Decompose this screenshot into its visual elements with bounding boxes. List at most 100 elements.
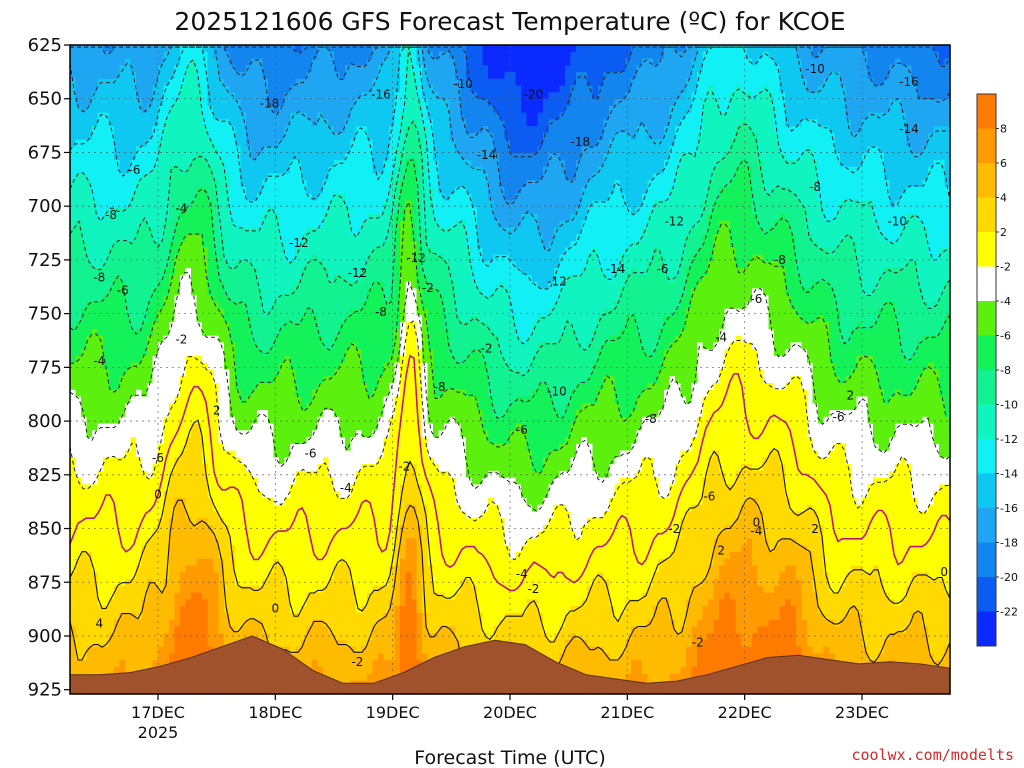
temperature-cell [241,606,247,613]
temperature-cell [274,370,280,377]
temperature-cell [274,153,280,160]
temperature-cell [257,464,263,471]
temperature-cell [252,363,258,370]
temperature-cell [70,667,76,674]
temperature-cell [147,552,153,559]
temperature-cell [334,180,340,187]
temperature-cell [329,430,335,437]
temperature-cell [114,261,120,268]
temperature-cell [268,119,274,126]
temperature-cell [180,126,186,133]
temperature-cell [285,282,291,289]
temperature-cell [125,194,131,201]
temperature-cell [76,52,82,59]
temperature-cell [312,397,318,404]
temperature-cell [312,79,318,86]
temperature-cell [103,626,109,633]
temperature-cell [70,309,76,316]
temperature-cell [252,160,258,167]
temperature-cell [263,559,269,566]
temperature-cell [186,234,192,241]
temperature-cell [186,79,192,86]
temperature-cell [279,214,285,221]
temperature-cell [109,72,115,79]
temperature-cell [301,545,307,552]
temperature-cell [301,180,307,187]
temperature-cell [230,349,236,356]
temperature-cell [345,336,351,343]
temperature-cell [208,620,214,627]
temperature-cell [235,200,241,207]
temperature-cell [334,539,340,546]
temperature-cell [169,342,175,349]
temperature-cell [285,180,291,187]
temperature-cell [334,457,340,464]
temperature-cell [312,200,318,207]
temperature-cell [252,451,258,458]
temperature-cell [136,539,142,546]
temperature-cell [109,302,115,309]
temperature-cell [98,126,104,133]
temperature-cell [202,140,208,147]
temperature-cell [120,647,126,654]
temperature-cell [290,329,296,336]
temperature-cell [92,444,98,451]
temperature-cell [351,505,357,512]
temperature-cell [109,268,115,275]
temperature-cell [213,363,219,370]
temperature-cell [98,106,104,113]
temperature-cell [296,451,302,458]
temperature-cell [312,302,318,309]
temperature-cell [285,397,291,404]
temperature-cell [274,194,280,201]
temperature-cell [76,457,82,464]
temperature-cell [186,593,192,600]
temperature-cell [169,410,175,417]
temperature-cell [235,444,241,451]
temperature-cell [340,464,346,471]
temperature-cell [87,194,93,201]
temperature-cell [246,221,252,228]
temperature-cell [246,593,252,600]
temperature-cell [136,268,142,275]
temperature-cell [92,532,98,539]
temperature-cell [263,451,269,458]
temperature-cell [235,65,241,72]
temperature-cell [175,647,181,654]
temperature-cell [296,572,302,579]
temperature-cell [202,491,208,498]
temperature-cell [142,613,148,620]
temperature-cell [307,572,313,579]
temperature-cell [103,505,109,512]
temperature-cell [318,397,324,404]
temperature-cell [323,200,329,207]
temperature-cell [340,261,346,268]
temperature-cell [81,444,87,451]
temperature-cell [263,329,269,336]
temperature-cell [131,599,137,606]
temperature-cell [191,451,197,458]
temperature-cell [312,133,318,140]
temperature-cell [329,72,335,79]
temperature-cell [180,363,186,370]
temperature-cell [114,370,120,377]
temperature-cell [263,119,269,126]
temperature-cell [312,376,318,383]
temperature-cell [147,45,153,52]
temperature-cell [92,484,98,491]
temperature-cell [169,613,175,620]
temperature-cell [268,295,274,302]
temperature-cell [312,173,318,180]
temperature-cell [109,167,115,174]
temperature-cell [98,390,104,397]
temperature-cell [142,559,148,566]
temperature-cell [318,167,324,174]
temperature-cell [246,626,252,633]
temperature-cell [87,620,93,627]
temperature-cell [70,99,76,106]
temperature-cell [290,106,296,113]
temperature-cell [290,167,296,174]
temperature-cell [147,566,153,573]
temperature-cell [340,207,346,214]
temperature-cell [70,282,76,289]
